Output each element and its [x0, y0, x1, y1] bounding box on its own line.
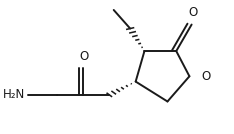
Text: O: O	[188, 6, 197, 19]
Text: O: O	[201, 70, 211, 83]
Text: H₂N: H₂N	[3, 88, 25, 101]
Text: O: O	[80, 50, 89, 63]
